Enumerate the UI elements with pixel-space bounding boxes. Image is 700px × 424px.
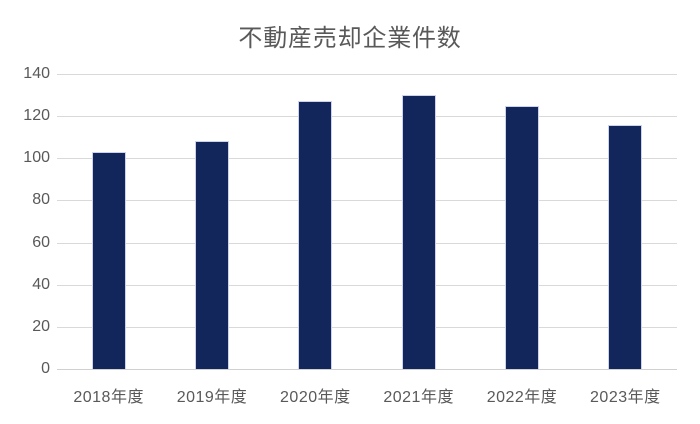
gridline-80 [57, 200, 677, 202]
y-tick-label-0: 0 [41, 360, 50, 377]
x-tick-label-2022: 2022年度 [486, 389, 558, 406]
bar-2020 [298, 101, 333, 369]
x-tick-label-2021: 2021年度 [383, 389, 454, 406]
bar-2018 [91, 151, 126, 369]
gridline-0 [57, 369, 677, 370]
bar-2021 [401, 95, 436, 369]
plot-area [57, 74, 677, 370]
bar-2022 [505, 105, 539, 369]
y-tick-label-20: 20 [32, 317, 50, 335]
gridline-100 [57, 158, 677, 160]
y-tick-label-120: 120 [23, 107, 50, 125]
chart-title: 不動産売却企業件数 [238, 25, 462, 52]
x-tick-label-2020: 2020年度 [280, 389, 351, 406]
x-tick-label-2023: 2023年度 [590, 389, 661, 406]
gridline-120 [57, 116, 677, 118]
y-tick-label-60: 60 [32, 233, 50, 251]
x-tick-label-2018: 2018年度 [73, 389, 144, 406]
gridline-20 [57, 326, 677, 328]
x-tick-label-2019: 2019年度 [176, 389, 248, 406]
bar-2019 [195, 141, 229, 369]
bar-2023 [608, 124, 643, 369]
gridline-60 [57, 242, 677, 244]
y-tick-label-40: 40 [32, 275, 50, 293]
y-tick-label-100: 100 [23, 149, 50, 167]
gridline-140 [57, 74, 677, 75]
y-tick-label-140: 140 [23, 65, 50, 82]
y-tick-label-80: 80 [32, 191, 50, 209]
gridline-40 [57, 284, 677, 286]
